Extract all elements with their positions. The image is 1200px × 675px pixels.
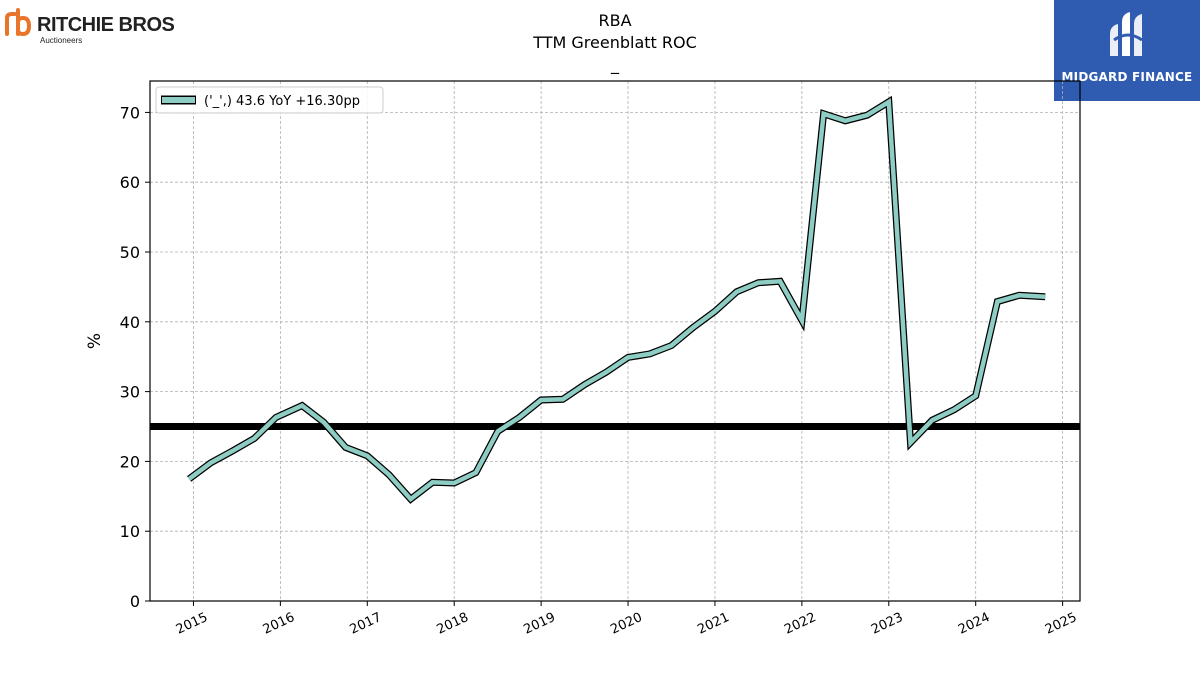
grid xyxy=(150,81,1080,602)
y-tick-label: 0 xyxy=(130,592,140,611)
x-tick-label: 2023 xyxy=(869,610,905,638)
legend-label: ('_',) 43.6 YoY +16.30pp xyxy=(204,94,360,109)
y-tick-label: 20 xyxy=(120,452,140,471)
chart-title-sub: _ xyxy=(611,55,619,74)
y-axis: 0 10 20 30 40 50 60 70 xyxy=(120,103,150,611)
series-layer xyxy=(187,95,1046,504)
x-tick-label: 2018 xyxy=(435,610,471,638)
x-axis: 2015 2016 2017 2018 2019 2020 2021 2022 2023 2024… xyxy=(174,601,1079,638)
x-tick-label: 2015 xyxy=(174,610,210,638)
company-logo: RITCHIE BROS. Auctioneers xyxy=(5,8,174,45)
y-tick-label: 70 xyxy=(120,103,140,122)
x-tick-label: 2022 xyxy=(782,610,818,638)
x-tick-label: 2024 xyxy=(956,610,992,638)
x-tick-label: 2019 xyxy=(521,610,557,638)
series-line xyxy=(187,98,1046,503)
plot-frame xyxy=(149,80,1081,602)
series-line-outline xyxy=(187,95,1046,504)
y-tick-label: 10 xyxy=(120,522,140,541)
legend: ('_',) 43.6 YoY +16.30pp xyxy=(155,86,384,114)
x-tick-label: 2021 xyxy=(695,610,731,638)
y-tick-label: 30 xyxy=(120,383,140,402)
company-logo-subtitle: Auctioneers xyxy=(40,36,82,45)
x-tick-label: 2020 xyxy=(608,610,644,638)
company-logo-brand: RITCHIE BROS. xyxy=(37,14,174,36)
publisher-logo-text: MIDGARD FINANCE xyxy=(1061,70,1193,84)
y-tick-label: 50 xyxy=(120,243,140,262)
x-tick-label: 2016 xyxy=(261,610,297,638)
chart-title-ticker: RBA xyxy=(598,11,632,30)
publisher-logo: MIDGARD FINANCE xyxy=(1054,0,1200,101)
x-tick-label: 2025 xyxy=(1043,610,1079,638)
rb-logo-icon xyxy=(5,8,32,37)
chart-title-metric: TTM Greenblatt ROC xyxy=(533,33,697,52)
legend-box xyxy=(155,86,384,114)
y-axis-label: % xyxy=(85,333,105,349)
y-tick-label: 60 xyxy=(120,173,140,192)
midgard-mark-icon xyxy=(1110,12,1143,56)
y-tick-label: 40 xyxy=(120,313,140,332)
x-tick-label: 2017 xyxy=(348,610,384,638)
